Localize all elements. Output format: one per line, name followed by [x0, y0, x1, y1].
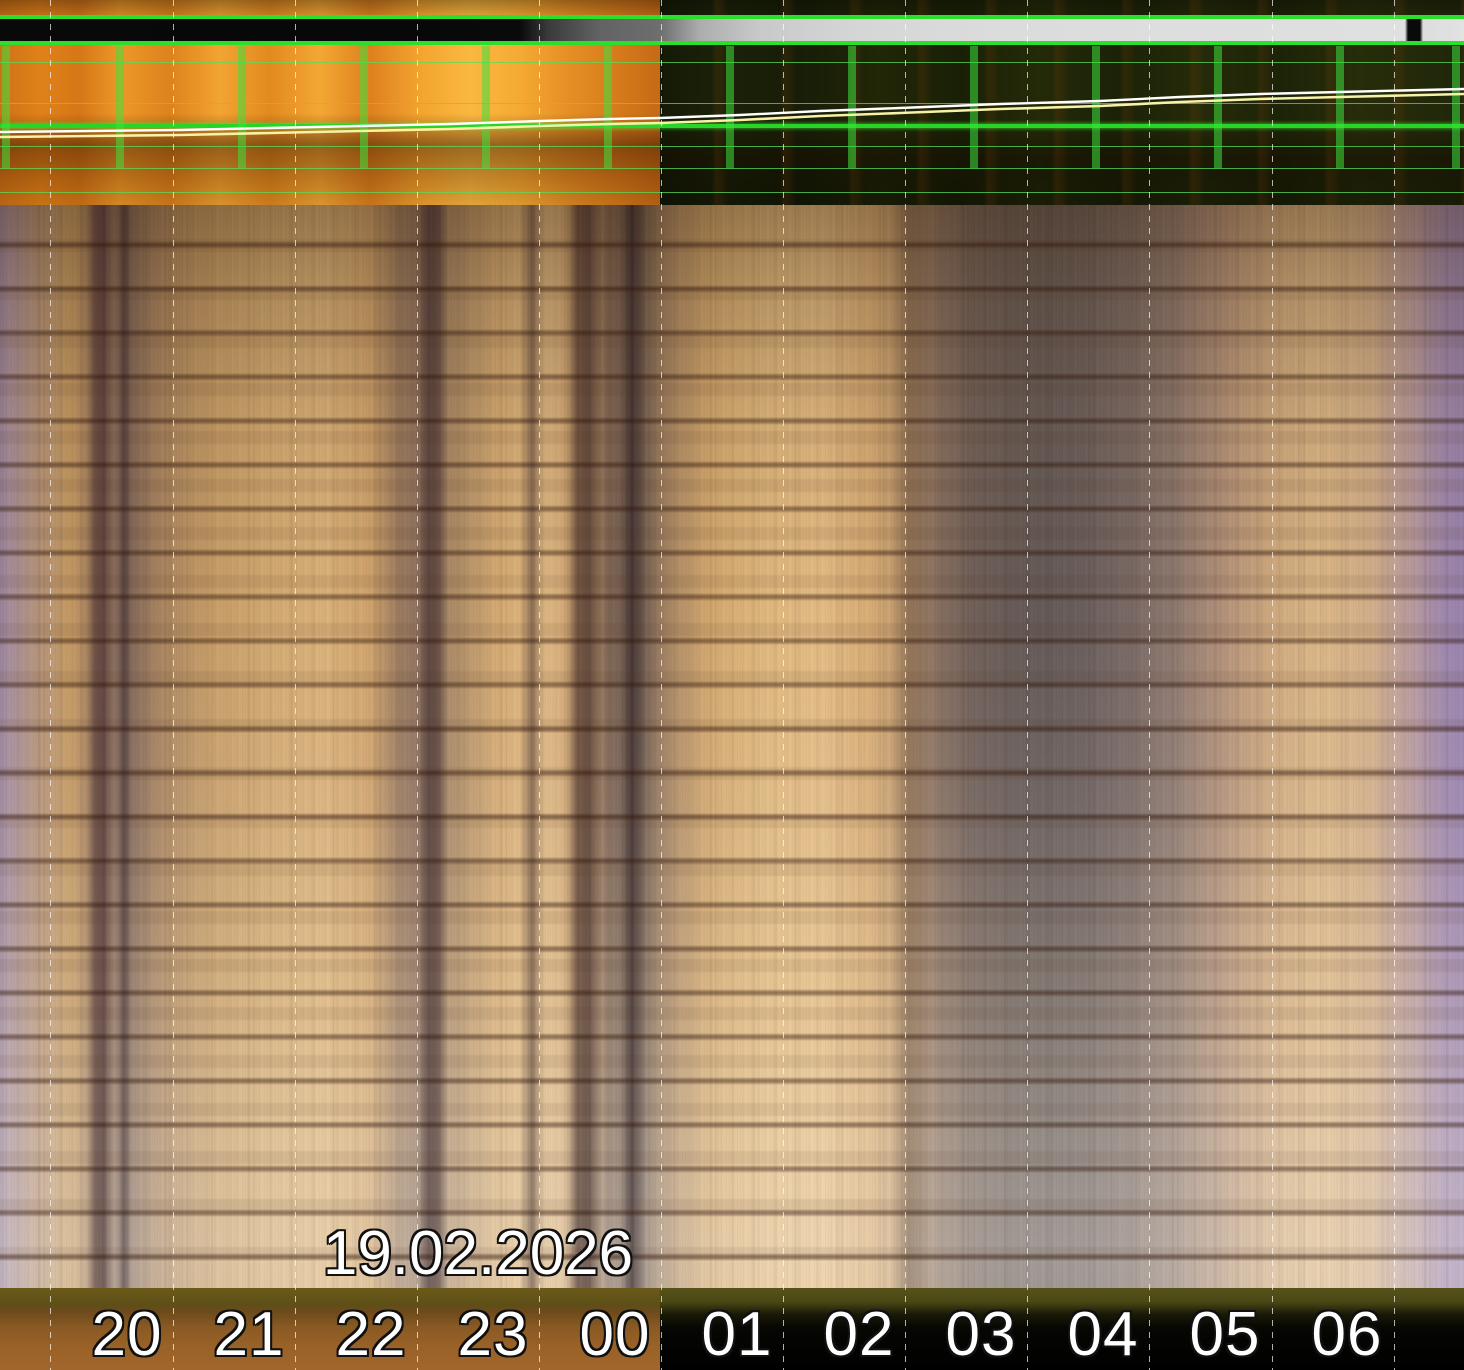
spectrogram-vertical-texture-2 — [0, 205, 1464, 1295]
overlay-bar-v — [970, 46, 978, 168]
overlay-bar-v — [1336, 46, 1344, 168]
hour-tick-label: 20 — [91, 1300, 163, 1369]
hour-tick-label: 04 — [1067, 1300, 1139, 1369]
selection-bar-bottom-edge — [0, 41, 1464, 45]
hour-tick-label: 02 — [823, 1300, 895, 1369]
overlay-bar-v — [116, 46, 124, 168]
hour-tick-label: 22 — [335, 1300, 407, 1369]
overlay-bar-v — [360, 46, 368, 168]
hour-tick-label: 23 — [457, 1300, 529, 1369]
hour-tick-label: 01 — [701, 1300, 773, 1369]
intensity-selection-bar[interactable] — [0, 19, 1464, 41]
selection-bar-top-edge — [0, 15, 1464, 19]
spectrogram-row-fuzz — [0, 205, 1464, 1295]
overlay-bar-v — [726, 46, 734, 168]
overlay-gridline-h-5 — [0, 192, 1464, 193]
overlay-bar-v — [848, 46, 856, 168]
overlay-bar-v — [1452, 46, 1460, 168]
overlay-bar-v — [2, 46, 10, 168]
label-band-dark-segment — [660, 1288, 1464, 1370]
hour-tick-label: 00 — [579, 1300, 651, 1369]
spectrogram-trace-rows — [0, 205, 1464, 1295]
spectrogram-panel[interactable] — [0, 205, 1464, 1295]
hour-tick-label: 21 — [213, 1300, 285, 1369]
overlay-panel[interactable] — [0, 0, 1464, 206]
date-label: 19.02.2026 — [322, 1219, 634, 1288]
hour-tick-label: 05 — [1189, 1300, 1261, 1369]
overlay-gridline-h-4 — [0, 168, 1464, 169]
overlay-bar-v — [1214, 46, 1222, 168]
overlay-bar-v — [604, 46, 612, 168]
overlay-bar-v — [238, 46, 246, 168]
spectrogram-vertical-texture — [0, 205, 1464, 1295]
hour-tick-label: 03 — [945, 1300, 1017, 1369]
label-band-warm-segment — [0, 1288, 660, 1370]
overlay-bar-v — [1092, 46, 1100, 168]
hour-tick-label: 06 — [1311, 1300, 1383, 1369]
overlay-bar-v — [482, 46, 490, 168]
interference-burst-columns — [0, 205, 1464, 1295]
label-band — [0, 1288, 1464, 1370]
